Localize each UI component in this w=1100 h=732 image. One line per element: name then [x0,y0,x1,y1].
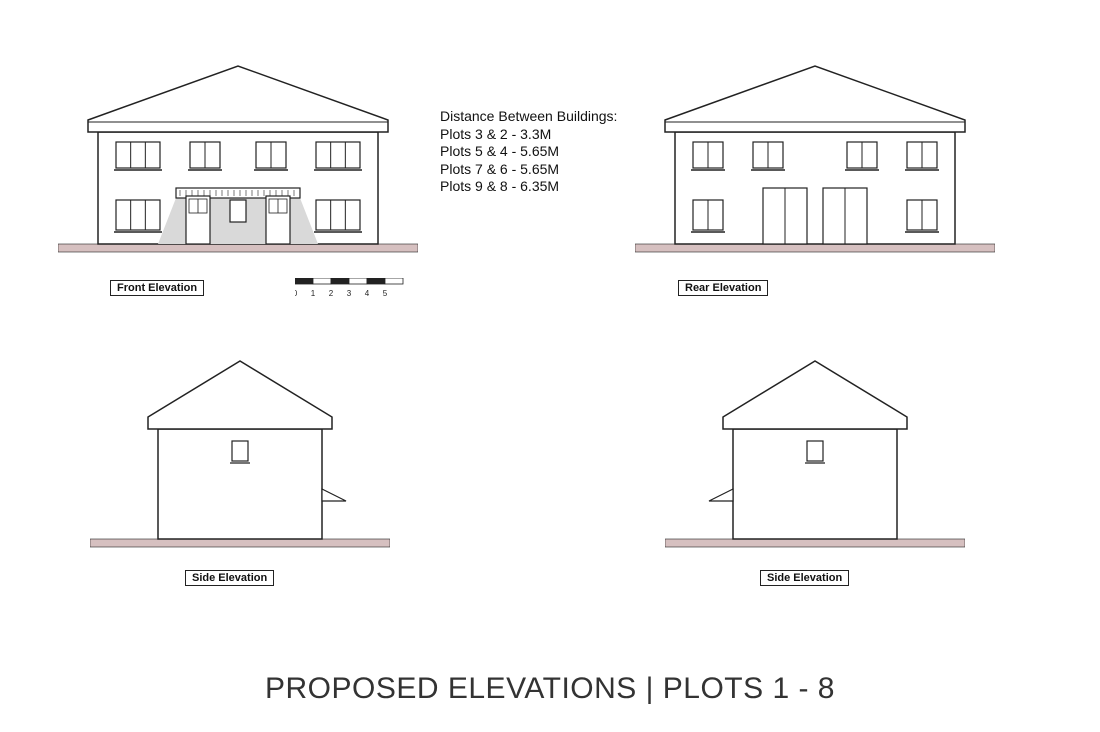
svg-text:3: 3 [347,289,352,298]
front-label: Front Elevation [110,280,204,296]
distance-info: Distance Between Buildings:Plots 3 & 2 -… [440,108,617,196]
distance-info-line: Plots 3 & 2 - 3.3M [440,126,617,144]
distance-info-heading: Distance Between Buildings: [440,108,617,126]
scale-bar: 0 1 2 3 4 5 [295,278,411,302]
svg-text:5: 5 [383,289,388,298]
svg-text:0: 0 [295,289,298,298]
distance-info-line: Plots 9 & 8 - 6.35M [440,178,617,196]
distance-info-line: Plots 5 & 4 - 5.65M [440,143,617,161]
page-title: PROPOSED ELEVATIONS | PLOTS 1 - 8 [0,672,1100,706]
side_left-label: Side Elevation [185,570,274,586]
svg-text:2: 2 [329,289,334,298]
svg-text:1: 1 [311,289,316,298]
distance-info-line: Plots 7 & 6 - 5.65M [440,161,617,179]
side_right-label: Side Elevation [760,570,849,586]
side_left-elevation [90,355,390,565]
side_right-elevation [665,355,965,565]
rear-elevation [635,60,995,270]
front-elevation [58,60,418,270]
svg-text:4: 4 [365,289,370,298]
rear-label: Rear Elevation [678,280,768,296]
